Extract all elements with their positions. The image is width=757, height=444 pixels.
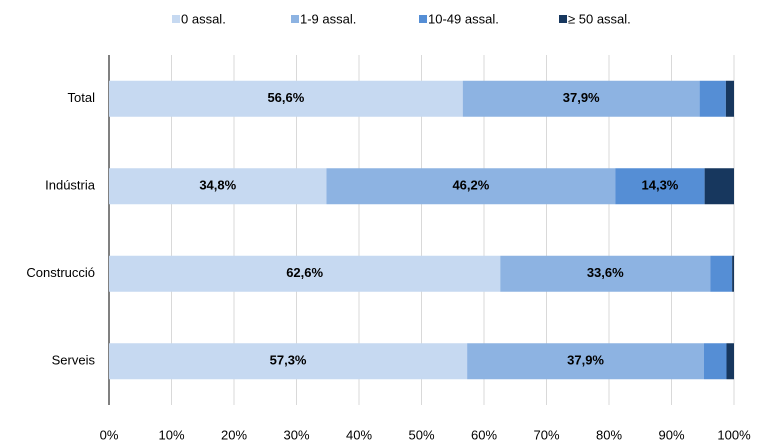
x-tick-label: 90% (658, 427, 684, 442)
bar-segment (109, 255, 501, 292)
legend-label: 10-49 assal. (428, 11, 499, 26)
x-tick-label: 20% (221, 427, 247, 442)
y-tick-label: Indústria (45, 178, 96, 193)
legend-label: 0 assal. (181, 11, 226, 26)
legend-swatch (559, 15, 567, 23)
bar-segment (704, 343, 727, 380)
value-label: 14,3% (642, 178, 679, 193)
bar-segment (109, 168, 327, 205)
x-tick-label: 100% (717, 427, 751, 442)
legend-swatch (172, 15, 180, 23)
value-label: 37,9% (567, 353, 604, 368)
y-tick-label: Serveis (52, 353, 96, 368)
bar-segment (615, 168, 705, 205)
legend-label: 1-9 assal. (300, 11, 356, 26)
bar-segment (462, 80, 700, 117)
bar-segment (726, 343, 734, 380)
value-label: 62,6% (286, 265, 323, 280)
bar-segment (109, 343, 468, 380)
legend-swatch (419, 15, 427, 23)
x-tick-label: 60% (471, 427, 497, 442)
bar-segment (710, 255, 733, 292)
x-tick-label: 70% (533, 427, 559, 442)
bar-segment (326, 168, 616, 205)
bar-segment (704, 168, 734, 205)
bar-segment (699, 80, 726, 117)
x-tick-label: 50% (408, 427, 434, 442)
x-tick-label: 30% (283, 427, 309, 442)
bar-segment (732, 255, 734, 292)
bar-segment (467, 343, 704, 380)
bar-segment (500, 255, 711, 292)
x-tick-label: 0% (100, 427, 119, 442)
x-tick-label: 10% (158, 427, 184, 442)
bar-segment (109, 80, 463, 117)
value-label: 34,8% (199, 178, 236, 193)
value-label: 57,3% (270, 353, 307, 368)
legend-label: ≥ 50 assal. (568, 11, 631, 26)
bar-segment (725, 80, 734, 117)
x-tick-label: 40% (346, 427, 372, 442)
legend-swatch (291, 15, 299, 23)
x-tick-label: 80% (596, 427, 622, 442)
value-label: 56,6% (267, 90, 304, 105)
value-label: 33,6% (587, 265, 624, 280)
y-tick-label: Total (68, 90, 96, 105)
value-label: 37,9% (563, 90, 600, 105)
y-tick-label: Construcció (26, 265, 95, 280)
value-label: 46,2% (452, 178, 489, 193)
